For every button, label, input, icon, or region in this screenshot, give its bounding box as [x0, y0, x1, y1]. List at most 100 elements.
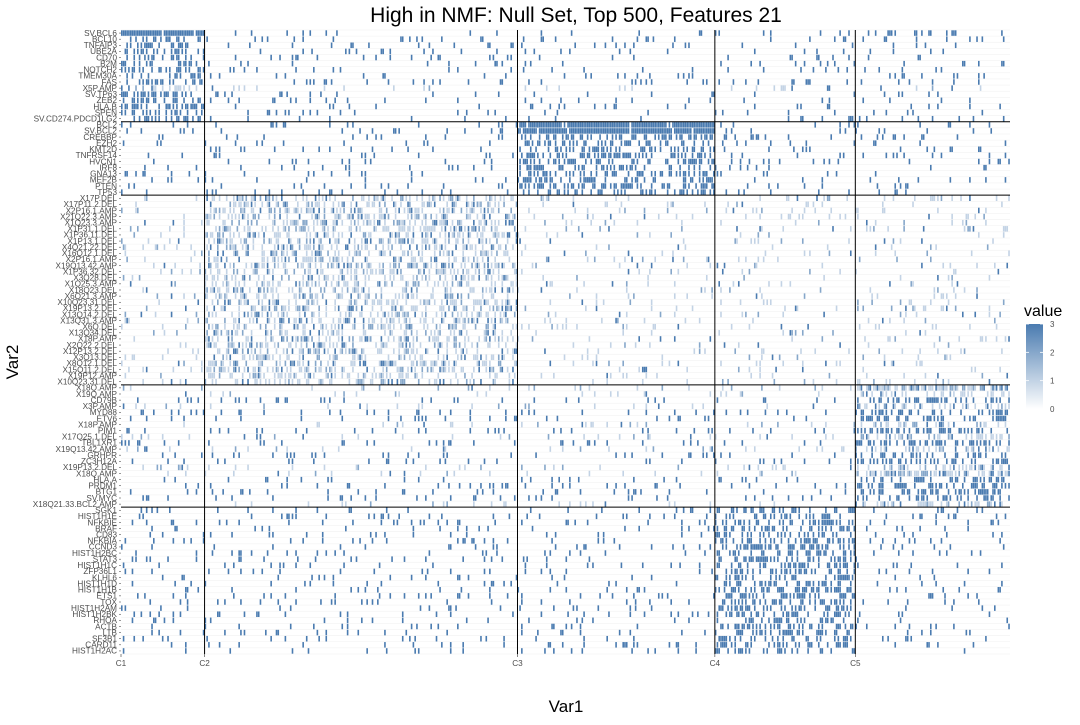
heatmap-cell — [304, 312, 306, 318]
heatmap-cell — [341, 232, 343, 238]
heatmap-cell — [484, 214, 486, 220]
heatmap-cell — [421, 275, 423, 281]
heatmap-cell — [903, 61, 905, 67]
heatmap-cell — [425, 361, 427, 367]
heatmap-cell — [224, 208, 226, 214]
heatmap-cell — [228, 281, 230, 287]
heatmap-cell — [349, 159, 351, 165]
heatmap-cell — [400, 355, 402, 361]
heatmap-cell — [932, 397, 934, 403]
heatmap-cell — [201, 385, 203, 391]
heatmap-cell — [663, 183, 665, 189]
heatmap-cell — [651, 183, 653, 189]
heatmap-cell — [477, 312, 479, 318]
heatmap-cell — [619, 122, 621, 128]
heatmap-cell — [1008, 403, 1010, 409]
heatmap-cell — [950, 385, 952, 391]
heatmap-cell — [334, 214, 336, 220]
heatmap-cell — [265, 330, 267, 336]
heatmap-cell — [141, 43, 143, 49]
heatmap-cell — [894, 251, 896, 257]
heatmap-cell — [889, 385, 891, 391]
heatmap-cell — [939, 403, 941, 409]
heatmap-cell — [530, 128, 532, 134]
heatmap-cell — [308, 281, 310, 287]
heatmap-cell — [918, 355, 920, 361]
heatmap-cell — [185, 391, 187, 397]
heatmap-cell — [974, 416, 976, 422]
heatmap-cell — [245, 244, 247, 250]
heatmap-cell — [567, 183, 569, 189]
heatmap-cell — [281, 275, 283, 281]
heatmap-cell — [448, 238, 450, 244]
heatmap-cell — [941, 293, 943, 299]
heatmap-cell — [976, 263, 978, 269]
heatmap-cell — [724, 342, 726, 348]
heatmap-cell — [512, 195, 514, 201]
heatmap-cell — [886, 385, 888, 391]
heatmap-cell — [644, 134, 646, 140]
heatmap-cell — [903, 373, 905, 379]
heatmap-cell — [256, 67, 258, 73]
heatmap-cell — [274, 306, 276, 312]
heatmap-cell — [197, 30, 199, 36]
heatmap-cell — [446, 293, 448, 299]
heatmap-cell — [461, 293, 463, 299]
heatmap-cell — [861, 385, 863, 391]
heatmap-cell — [512, 379, 514, 385]
heatmap-cell — [235, 318, 237, 324]
heatmap-cell — [699, 128, 701, 134]
heatmap-cell — [512, 348, 514, 354]
heatmap-cell — [692, 177, 694, 183]
heatmap-cell — [546, 416, 548, 422]
heatmap-cell — [375, 269, 377, 275]
heatmap-cell — [240, 287, 242, 293]
heatmap-cell — [146, 367, 148, 373]
heatmap-cell — [946, 385, 948, 391]
heatmap-cell — [566, 128, 568, 134]
heatmap-cell — [494, 336, 496, 342]
heatmap-cell — [437, 269, 439, 275]
heatmap-cell — [894, 336, 896, 342]
heatmap-cell — [405, 293, 407, 299]
heatmap-cell — [208, 361, 210, 367]
heatmap-cell — [546, 257, 548, 263]
heatmap-cell — [998, 159, 1000, 165]
heatmap-cell — [608, 226, 610, 232]
heatmap-cell — [601, 165, 603, 171]
heatmap-cell — [333, 287, 335, 293]
heatmap-cell — [240, 202, 242, 208]
heatmap-cell — [507, 367, 509, 373]
heatmap-cell — [446, 281, 448, 287]
heatmap-cell — [478, 122, 480, 128]
heatmap-cell — [251, 195, 253, 201]
heatmap-cell — [411, 171, 413, 177]
heatmap-cell — [212, 281, 214, 287]
heatmap-cell — [452, 202, 454, 208]
heatmap-cell — [413, 257, 415, 263]
heatmap-cell — [379, 263, 381, 269]
heatmap-cell — [373, 299, 375, 305]
heatmap-cell — [542, 275, 544, 281]
heatmap-cell — [537, 171, 539, 177]
heatmap-cell — [171, 177, 173, 183]
heatmap-cell — [870, 385, 872, 391]
heatmap-cell — [213, 195, 215, 201]
heatmap-cell — [212, 177, 214, 183]
heatmap-cell — [887, 336, 889, 342]
heatmap-cell — [368, 214, 370, 220]
heatmap-cell — [215, 342, 217, 348]
heatmap-cell — [142, 91, 144, 97]
heatmap-cell — [823, 195, 825, 201]
heatmap-cell — [955, 385, 957, 391]
heatmap-cell — [274, 208, 276, 214]
heatmap-cell — [219, 238, 221, 244]
heatmap-cell — [306, 379, 308, 385]
heatmap-cell — [544, 171, 546, 177]
heatmap-cell — [637, 122, 639, 128]
heatmap-cell — [788, 110, 790, 116]
heatmap-cell — [221, 367, 223, 373]
heatmap-cell — [491, 220, 493, 226]
heatmap-cell — [295, 318, 297, 324]
heatmap-cell — [261, 251, 263, 257]
